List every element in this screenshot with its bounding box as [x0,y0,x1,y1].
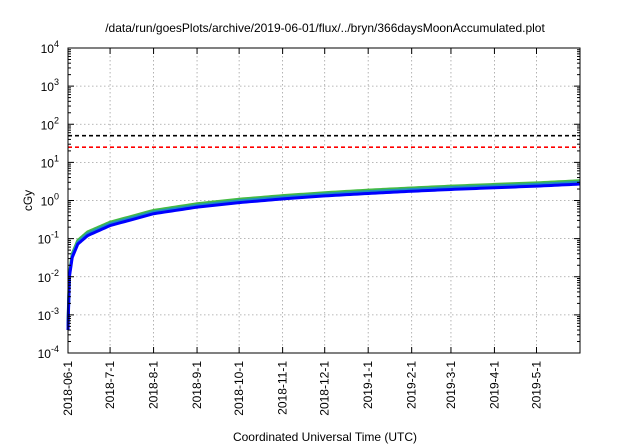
y-tick-label: 102 [41,115,59,132]
reference-lines [68,134,580,149]
x-tick-label: 2019-1-1 [361,361,375,409]
x-tick-label: 2018-8-1 [147,361,161,409]
x-tick-label: 2018-12-1 [318,361,332,416]
x-tick-label: 2019-4-1 [487,361,501,409]
y-tick-label: 103 [41,77,59,94]
y-tick-label: 101 [41,153,59,170]
y-tick-label: 10-1 [38,230,59,247]
x-tick-label: 2018-10-1 [232,361,246,416]
y-tick-label: 100 [41,192,59,209]
x-tick-label: 2019-2-1 [405,361,419,409]
chart-title: /data/run/goesPlots/archive/2019-06-01/f… [105,21,545,35]
series-line [66,182,581,331]
y-tick-label: 104 [41,39,59,56]
x-tick-label: 2018-9-1 [190,361,204,409]
y-tick-label: 10-4 [38,344,59,361]
y-tick-label: 10-3 [38,306,59,323]
x-tick-label: 2018-7-1 [103,361,117,409]
y-axis: 10-4 10-3 10-2 10-1 100 101 102 103 104 [38,39,580,361]
x-tick-label: 2019-3-1 [444,361,458,409]
y-tick-label: 10-2 [38,268,59,285]
x-axis: 2018-06-1 2018-7-1 2018-8-1 2018-9-1 2018-10… [61,48,544,416]
x-axis-label: Coordinated Universal Time (UTC) [233,430,417,444]
series-line [66,179,581,324]
y-axis-label: cGy [21,190,35,211]
x-tick-label: 2018-11-1 [276,361,290,415]
x-tick-label: 2019-5-1 [530,361,544,409]
series-line [66,180,581,327]
grid [68,48,580,353]
series-lines [66,179,581,331]
x-tick-label: 2018-06-1 [61,361,75,416]
